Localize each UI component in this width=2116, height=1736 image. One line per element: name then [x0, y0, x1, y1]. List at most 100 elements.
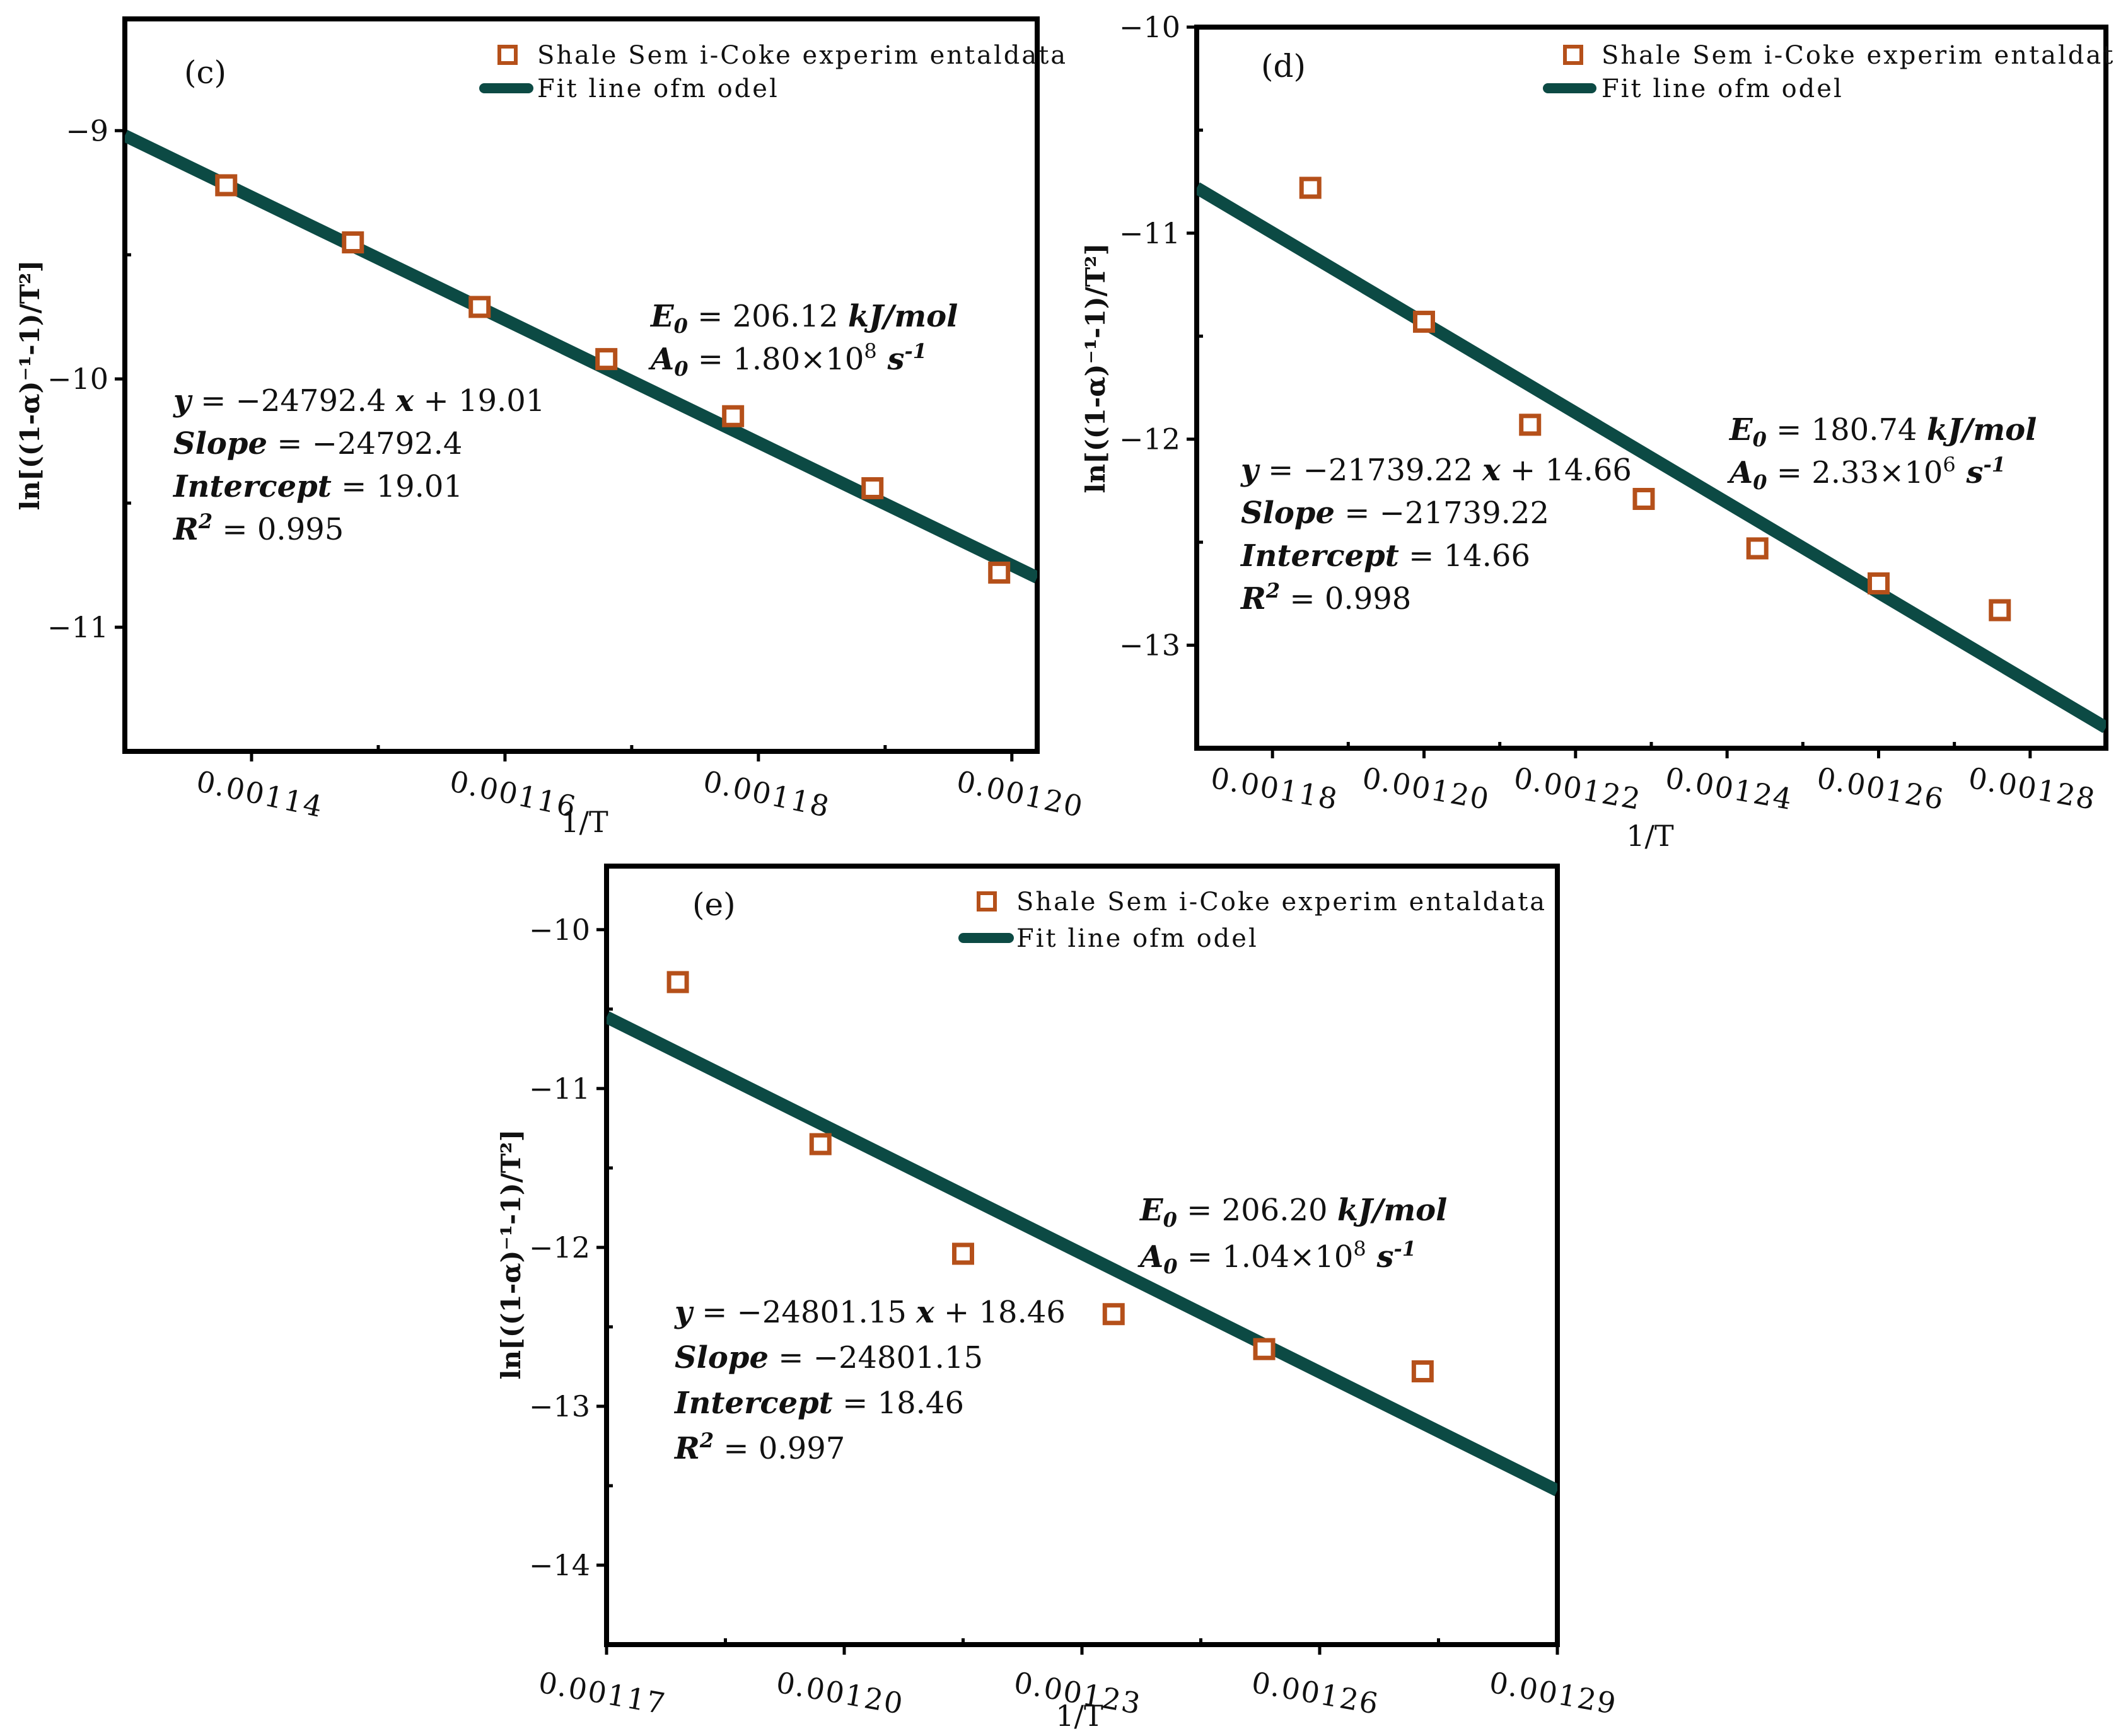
factor-sub: 0: [1753, 470, 1767, 494]
energy-value: = 180.74: [1767, 412, 1927, 448]
slope-value: = −24801.15: [769, 1340, 983, 1375]
eq-middle: = −24792.4: [191, 383, 396, 419]
y-tick-label: −10: [529, 913, 590, 947]
intercept-text: Intercept = 19.01: [172, 469, 463, 504]
factor-sub: 0: [1163, 1254, 1177, 1278]
factor-key: A: [1727, 455, 1753, 490]
x-axis-title: 1/T: [1055, 1699, 1103, 1733]
x-axis-title: 1/T: [1626, 819, 1674, 853]
data-point: [722, 405, 745, 427]
pre-exponential-text: A0 = 1.80×108 s-1: [648, 339, 927, 381]
factor-exp: 8: [864, 339, 876, 363]
r-squared-text: R2 = 0.998: [1240, 579, 1411, 616]
data-point: [809, 1133, 832, 1155]
data-point: [1299, 176, 1322, 199]
data-point: [1746, 537, 1769, 560]
y-axis-title: ln[((1-α)⁻¹-1)/T²]: [1080, 243, 1111, 494]
legend-label-data: Shale Sem i-Coke experim entaldata: [537, 41, 1067, 70]
data-point: [1413, 310, 1435, 333]
intercept-value: = 14.66: [1399, 538, 1530, 574]
data-point: [1411, 1360, 1434, 1382]
data-point: [1519, 414, 1542, 436]
regression-equation: y = −24801.15 x + 18.46: [674, 1295, 1066, 1330]
x-tick-label: 0.00120: [954, 764, 1087, 824]
r2-value: = 0.995: [212, 512, 344, 547]
regression-equation: y = −24792.4 x + 19.01: [173, 383, 545, 419]
factor-unit: s: [1956, 455, 1984, 490]
y-tick-label: −13: [529, 1389, 590, 1423]
plot-frame: [122, 16, 1040, 754]
intercept-value: = 18.46: [833, 1386, 964, 1421]
y-tick-label: −10: [47, 362, 108, 396]
regression-equation: y = −21739.22 x + 14.66: [1240, 453, 1632, 488]
eq-x-key: x: [1482, 453, 1501, 488]
eq-tail: + 14.66: [1501, 453, 1632, 488]
r2-exp: 2: [198, 509, 212, 533]
x-tick-label: 0.00117: [536, 1665, 669, 1722]
factor-unit-exp: -1: [1984, 453, 2006, 477]
intercept-key: Intercept: [172, 469, 332, 504]
chart-panel-e: 0.00117 0.00120 0.00123 0.00126 0.00129−10−1…: [496, 864, 1620, 1733]
r2-exp: 2: [1265, 579, 1280, 603]
legend-label-fit: Fit line ofm odel: [1016, 924, 1259, 953]
legend-marker-icon: [977, 891, 997, 911]
factor-value: = 1.80×10: [689, 342, 864, 377]
x-tick-label: 0.00124: [1663, 761, 1796, 817]
activation-energy-text: E0 = 206.12 kJ/mol: [649, 299, 958, 338]
x-tick-label: 0.00114: [194, 764, 327, 824]
factor-unit-exp: -1: [1394, 1237, 1417, 1261]
data-point: [952, 1242, 974, 1265]
data-point: [595, 348, 618, 371]
slope-key: Slope: [173, 426, 267, 461]
x-tick-label: 0.00118: [1208, 761, 1341, 817]
factor-unit-exp: -1: [905, 339, 927, 363]
data-point: [1868, 572, 1890, 595]
r2-value: = 0.998: [1280, 581, 1411, 616]
energy-unit: kJ/mol: [1337, 1193, 1448, 1228]
activation-energy-text: E0 = 206.20 kJ/mol: [1139, 1193, 1447, 1232]
panel-label: (e): [692, 886, 736, 923]
legend-marker-icon: [497, 45, 518, 65]
factor-value: = 2.33×10: [1767, 455, 1943, 490]
factor-unit: s: [877, 342, 905, 377]
chart-panel-d: 0.00118 0.00120 0.00122 0.00124 0.00126 0.001…: [1080, 10, 2116, 853]
factor-key: A: [1137, 1239, 1163, 1275]
data-point: [1989, 599, 2011, 622]
slope-value: = −24792.4: [267, 426, 462, 461]
r-squared-text: R2 = 0.995: [172, 509, 344, 547]
legend-marker-icon: [1563, 45, 1583, 65]
legend-label-fit: Fit line ofm odel: [537, 74, 779, 103]
energy-unit: kJ/mol: [848, 299, 958, 334]
factor-sub: 0: [674, 357, 688, 381]
y-tick-label: −13: [1119, 628, 1180, 663]
x-tick-label: 0.00128: [1966, 761, 2099, 817]
data-point: [468, 296, 491, 318]
eq-y-key: y: [1240, 453, 1260, 488]
r2-value: = 0.997: [714, 1431, 845, 1466]
slope-key: Slope: [675, 1340, 769, 1375]
factor-unit: s: [1366, 1239, 1394, 1275]
x-tick-label: 0.00126: [1815, 761, 1948, 817]
data-point: [861, 477, 884, 499]
slope-text: Slope = −24792.4: [173, 426, 462, 461]
activation-energy-text: E0 = 180.74 kJ/mol: [1728, 412, 2037, 451]
chart-panel-c: 0.00114 0.00116 0.00118 0.00120 −9 −10 −11 1/T l…: [15, 16, 1087, 839]
y-tick-label: −11: [47, 610, 108, 644]
eq-middle: = −21739.22: [1259, 453, 1482, 488]
panel-label: (d): [1261, 48, 1306, 84]
data-point: [1253, 1338, 1276, 1360]
x-tick-label: 0.00126: [1249, 1665, 1382, 1722]
eq-x-key: x: [916, 1295, 935, 1330]
intercept-text: Intercept = 18.46: [673, 1386, 964, 1421]
energy-key: E: [1728, 412, 1753, 448]
factor-exp: 6: [1943, 453, 1955, 477]
energy-key: E: [649, 299, 675, 334]
y-tick-label: −12: [1119, 422, 1180, 456]
y-tick-label: −10: [1119, 10, 1180, 44]
r-squared-text: R2 = 0.997: [673, 1428, 845, 1466]
legend-label-data: Shale Sem i-Coke experim entaldata: [1016, 888, 1547, 917]
data-point: [342, 231, 364, 254]
slope-text: Slope = −21739.22: [1241, 495, 1549, 531]
fit-line: [607, 1011, 1557, 1496]
